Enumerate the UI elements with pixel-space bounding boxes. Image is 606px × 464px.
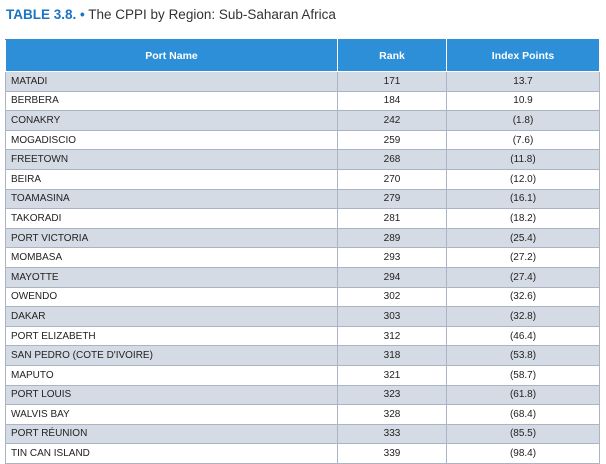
table-row: MOMBASA 293 (27.2): [5, 247, 600, 268]
index-points-cell: (68.4): [446, 404, 600, 425]
index-points-cell: (32.8): [446, 306, 600, 327]
table-row: DAKAR 303 (32.8): [5, 306, 600, 327]
port-name-cell: PORT LOUIS: [5, 385, 338, 406]
table-row: BEIRA 270 (12.0): [5, 169, 600, 190]
port-name-cell: BEIRA: [5, 169, 338, 190]
table-row: MAPUTO 321 (58.7): [5, 365, 600, 386]
index-points-cell: (16.1): [446, 189, 600, 210]
port-name-cell: OWENDO: [5, 287, 338, 308]
port-name-cell: CONAKRY: [5, 110, 338, 131]
index-points-cell: (11.8): [446, 149, 600, 170]
port-name-cell: MAYOTTE: [5, 267, 338, 288]
port-name-cell: BERBERA: [5, 91, 338, 112]
table-row: CONAKRY 242 (1.8): [5, 110, 600, 131]
index-points-cell: (46.4): [446, 326, 600, 347]
index-points-cell: (7.6): [446, 130, 600, 151]
index-points-cell: (18.2): [446, 208, 600, 229]
rank-cell: 328: [337, 404, 447, 425]
rank-cell: 318: [337, 345, 447, 366]
table-row: TAKORADI 281 (18.2): [5, 208, 600, 229]
rank-cell: 184: [337, 91, 447, 112]
port-name-cell: PORT RÉUNION: [5, 424, 338, 445]
table-row: MOGADISCIO 259 (7.6): [5, 130, 600, 151]
rank-cell: 323: [337, 385, 447, 406]
rank-cell: 312: [337, 326, 447, 347]
index-points-cell: (61.8): [446, 385, 600, 406]
table-row: FREETOWN 268 (11.8): [5, 149, 600, 170]
cppi-table: Port Name Rank Index Points MATADI 171 13.…: [5, 39, 600, 464]
index-points-cell: (27.2): [446, 247, 600, 268]
rank-cell: 171: [337, 71, 447, 92]
rank-cell: 294: [337, 267, 447, 288]
port-name-cell: DAKAR: [5, 306, 338, 327]
port-name-cell: MOGADISCIO: [5, 130, 338, 151]
rank-cell: 339: [337, 443, 447, 464]
port-name-cell: PORT VICTORIA: [5, 228, 338, 249]
index-points-cell: 10.9: [446, 91, 600, 112]
index-points-cell: (85.5): [446, 424, 600, 445]
port-name-cell: TOAMASINA: [5, 189, 338, 210]
index-points-cell: 13.7: [446, 71, 600, 92]
port-name-cell: TIN CAN ISLAND: [5, 443, 338, 464]
table-row: SAN PEDRO (COTE D'IVOIRE) 318 (53.8): [5, 345, 600, 366]
table-row: MATADI 171 13.7: [5, 71, 600, 92]
table-row: PORT VICTORIA 289 (25.4): [5, 228, 600, 249]
index-points-cell: (32.6): [446, 287, 600, 308]
port-name-cell: SAN PEDRO (COTE D'IVOIRE): [5, 345, 338, 366]
table-row: OWENDO 302 (32.6): [5, 287, 600, 308]
port-name-cell: PORT ELIZABETH: [5, 326, 338, 347]
caption-bullet: •: [80, 7, 85, 22]
port-name-cell: FREETOWN: [5, 149, 338, 170]
table-row: TIN CAN ISLAND 339 (98.4): [5, 443, 600, 464]
index-points-cell: (98.4): [446, 443, 600, 464]
rank-cell: 321: [337, 365, 447, 386]
table-row: PORT LOUIS 323 (61.8): [5, 385, 600, 406]
rank-cell: 279: [337, 189, 447, 210]
index-points-cell: (58.7): [446, 365, 600, 386]
rank-cell: 333: [337, 424, 447, 445]
port-name-cell: TAKORADI: [5, 208, 338, 229]
header-rank: Rank: [337, 39, 447, 72]
rank-cell: 259: [337, 130, 447, 151]
rank-cell: 293: [337, 247, 447, 268]
index-points-cell: (1.8): [446, 110, 600, 131]
rank-cell: 303: [337, 306, 447, 327]
table-row: TOAMASINA 279 (16.1): [5, 189, 600, 210]
index-points-cell: (27.4): [446, 267, 600, 288]
index-points-cell: (12.0): [446, 169, 600, 190]
table-row: MAYOTTE 294 (27.4): [5, 267, 600, 288]
table-number: TABLE 3.8.: [6, 7, 77, 22]
rank-cell: 270: [337, 169, 447, 190]
port-name-cell: MATADI: [5, 71, 338, 92]
rank-cell: 281: [337, 208, 447, 229]
index-points-cell: (25.4): [446, 228, 600, 249]
port-name-cell: MAPUTO: [5, 365, 338, 386]
rank-cell: 268: [337, 149, 447, 170]
header-port-name: Port Name: [5, 39, 338, 72]
rank-cell: 242: [337, 110, 447, 131]
rank-cell: 302: [337, 287, 447, 308]
port-name-cell: WALVIS BAY: [5, 404, 338, 425]
table-row: WALVIS BAY 328 (68.4): [5, 404, 600, 425]
header-row: Port Name Rank Index Points: [5, 39, 600, 72]
table-row: PORT ELIZABETH 312 (46.4): [5, 326, 600, 347]
table-row: BERBERA 184 10.9: [5, 91, 600, 112]
header-index-points: Index Points: [446, 39, 600, 72]
table-title: The CPPI by Region: Sub-Saharan Africa: [88, 7, 336, 22]
table-caption: TABLE 3.8. • The CPPI by Region: Sub-Sah…: [6, 5, 336, 25]
table-row: PORT RÉUNION 333 (85.5): [5, 424, 600, 445]
index-points-cell: (53.8): [446, 345, 600, 366]
rank-cell: 289: [337, 228, 447, 249]
port-name-cell: MOMBASA: [5, 247, 338, 268]
